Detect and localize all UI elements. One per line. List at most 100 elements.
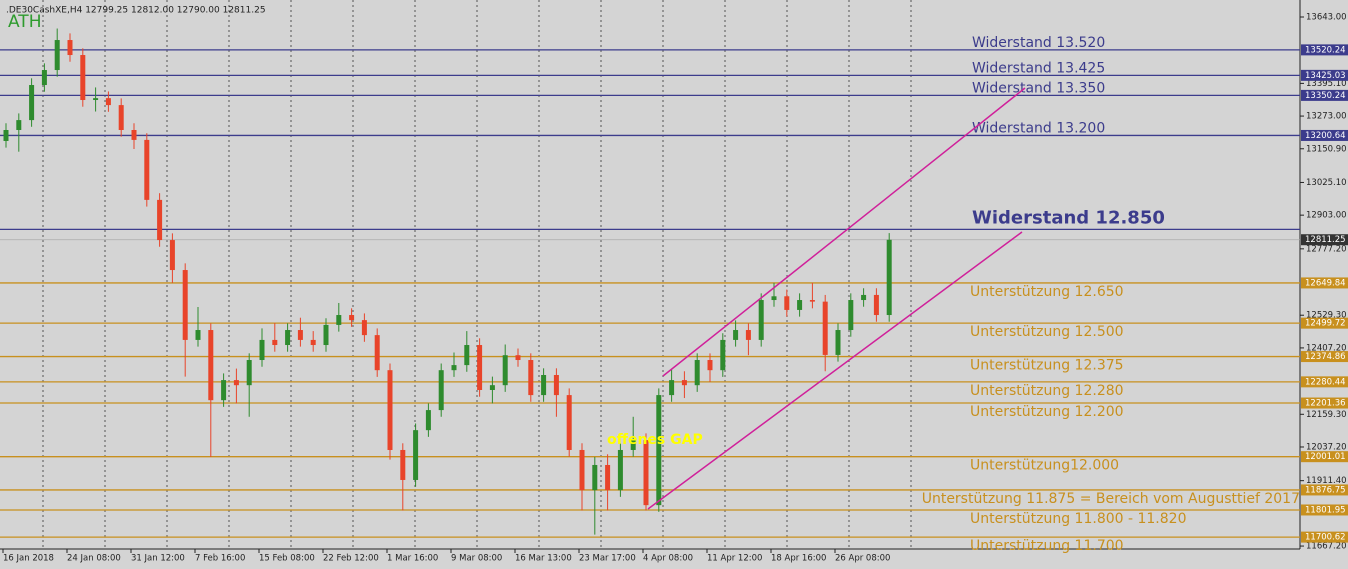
candle-body xyxy=(67,40,73,56)
price-box-label: 12649.84 xyxy=(1305,278,1346,288)
y-tick-label: 13395.10 xyxy=(1306,79,1347,89)
price-box-label: 11801.95 xyxy=(1305,505,1346,515)
candle-body xyxy=(16,120,22,131)
current-price-label: 12811.25 xyxy=(1305,235,1346,245)
x-tick-label: 23 Mar 17:00 xyxy=(579,554,636,564)
price-box xyxy=(1301,531,1348,543)
candle-body xyxy=(694,360,700,386)
price-box xyxy=(1301,376,1348,388)
candle-body xyxy=(208,330,214,401)
candle-body xyxy=(745,330,751,340)
x-tick-label: 22 Feb 12:00 xyxy=(323,554,379,564)
candle-body xyxy=(566,395,572,450)
price-box-label: 12499.72 xyxy=(1305,319,1346,329)
candle-body xyxy=(835,330,841,355)
price-box xyxy=(1301,234,1348,246)
candle-body xyxy=(579,449,585,491)
candle-body xyxy=(41,70,47,86)
candle-body xyxy=(233,380,239,386)
price-box xyxy=(1301,317,1348,329)
candle-body xyxy=(285,330,291,346)
candle-body xyxy=(259,339,265,361)
x-tick-label: 24 Jan 08:00 xyxy=(67,554,121,564)
candle-body xyxy=(438,370,444,411)
candle-body xyxy=(131,130,137,140)
price-box xyxy=(1301,451,1348,463)
candle-body xyxy=(720,339,726,371)
candle-body xyxy=(323,324,329,346)
candle-body xyxy=(848,300,854,331)
candle-body xyxy=(374,335,380,371)
channel-upper xyxy=(662,87,1026,377)
candle-body xyxy=(195,330,201,340)
candle-body xyxy=(617,449,623,491)
level-text: Unterstützung 12.280 xyxy=(970,383,1124,399)
y-tick-label: 12159.30 xyxy=(1306,410,1347,420)
y-tick-label: 11667.20 xyxy=(1306,542,1347,552)
candle-body xyxy=(477,345,483,391)
candle-body xyxy=(605,464,611,491)
candle-body xyxy=(797,300,803,310)
y-tick-label: 13273.00 xyxy=(1306,112,1347,122)
candle-body xyxy=(809,300,815,302)
y-tick-label: 11911.40 xyxy=(1306,476,1347,486)
price-box xyxy=(1301,484,1348,496)
candle-body xyxy=(733,330,739,340)
candle-body xyxy=(592,464,598,491)
level-text: Unterstützung 12.650 xyxy=(970,284,1124,300)
price-box xyxy=(1301,277,1348,289)
candle-body xyxy=(873,294,879,316)
candle-body xyxy=(387,370,393,450)
level-text: Unterstützung 12.500 xyxy=(970,324,1124,340)
price-box-label: 13200.64 xyxy=(1305,131,1346,141)
gap-label: offenes GAP xyxy=(607,432,703,448)
y-tick-label: 12529.30 xyxy=(1306,311,1347,321)
level-text: Unterstützung 12.375 xyxy=(970,358,1124,374)
y-tick-label: 12037.20 xyxy=(1306,442,1347,452)
price-box-label: 12201.36 xyxy=(1305,399,1346,409)
candle-body xyxy=(144,139,150,200)
header: .DE30CashXE,H4 12799.25 12812.00 12790.0… xyxy=(6,6,266,16)
x-tick-label: 4 Apr 08:00 xyxy=(643,554,693,564)
price-box-label: 12001.01 xyxy=(1305,452,1346,462)
candle-body xyxy=(541,375,547,396)
candle-body xyxy=(400,449,406,480)
level-text: Widerstand 13.350 xyxy=(972,80,1105,96)
price-box xyxy=(1301,69,1348,81)
candle-body xyxy=(656,395,662,506)
candle-body xyxy=(169,240,175,271)
x-tick-label: 26 Apr 08:00 xyxy=(835,554,890,564)
candle-body xyxy=(182,270,188,340)
candle-body xyxy=(349,315,355,321)
x-tick-label: 9 Mar 08:00 xyxy=(451,554,502,564)
ath-label: ATH xyxy=(8,12,41,32)
price-box-label: 12374.86 xyxy=(1305,352,1346,362)
price-box xyxy=(1301,504,1348,516)
plot: 13643.00 13395.10 13273.00 13150.90 13025.10… xyxy=(0,13,1348,564)
y-tick-label: 13643.00 xyxy=(1306,13,1347,23)
price-box-label: 12280.44 xyxy=(1305,377,1346,387)
price-box-label: 11700.62 xyxy=(1305,533,1346,543)
candle-body xyxy=(413,430,419,480)
candle-body xyxy=(221,380,227,401)
candle-body xyxy=(515,355,521,361)
x-tick-label: 18 Apr 16:00 xyxy=(771,554,826,564)
level-text: Unterstützung 11.700 xyxy=(970,538,1124,554)
price-box xyxy=(1301,351,1348,363)
candle-body xyxy=(771,296,777,301)
candle-body xyxy=(502,355,508,386)
candle-body xyxy=(451,365,457,371)
candle-body xyxy=(336,315,342,325)
y-tick-label: 12777.20 xyxy=(1306,244,1347,254)
level-text: Widerstand 13.520 xyxy=(972,35,1105,51)
vertical-grid xyxy=(42,0,912,549)
candle-body xyxy=(310,339,316,346)
level-text: Unterstützung 11.875 = Bereich vom Augus… xyxy=(922,491,1300,507)
candle-body xyxy=(681,380,687,386)
candle-body xyxy=(758,300,764,340)
candle-body xyxy=(425,410,431,431)
candle-body xyxy=(669,380,675,396)
